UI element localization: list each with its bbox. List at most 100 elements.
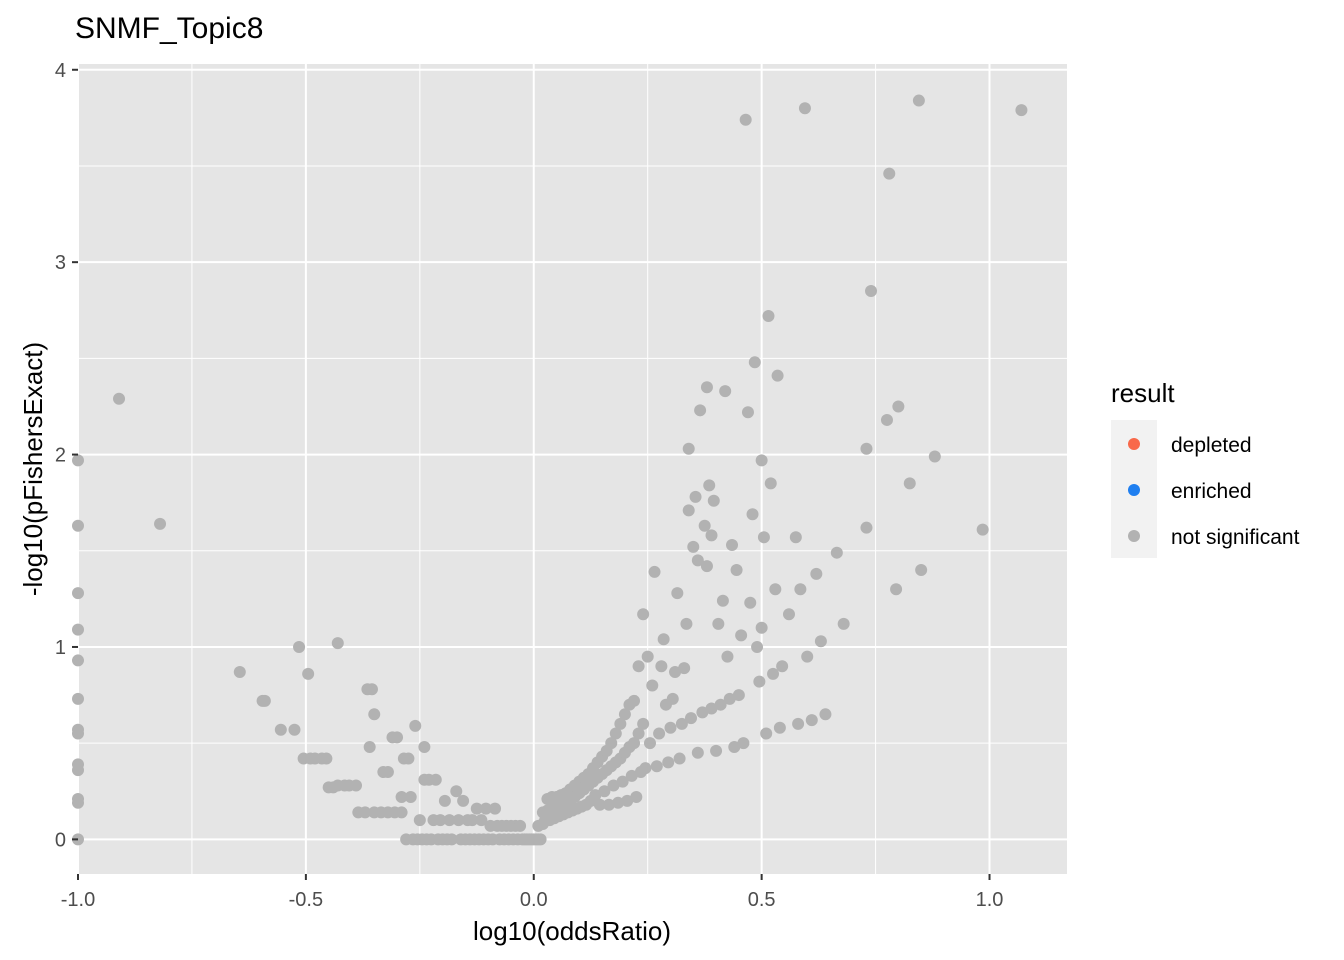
data-point [443,814,456,827]
data-point [691,554,704,567]
y-tick-label: 4 [55,60,66,82]
data-point [593,798,606,811]
data-point [707,494,720,507]
x-tick-label: 0.0 [520,889,548,911]
data-point [691,746,704,759]
data-point [769,583,782,596]
data-point [682,504,695,517]
data-point [320,752,333,765]
legend: result depleted enriched not significant [1111,378,1300,558]
data-point [705,529,718,542]
data-point [154,517,167,530]
y-tick-label: 0 [55,829,66,851]
y-tick-label: 1 [55,637,66,659]
data-point [976,523,989,536]
data-point [666,692,679,705]
data-point [72,796,84,809]
x-tick-label: 0.5 [748,889,776,911]
data-point [470,802,483,815]
data-point [602,798,615,811]
data-point [395,806,408,819]
chart-title: SNMF_Topic8 [75,12,263,45]
data-point [395,791,408,804]
data-point [746,508,759,521]
data-point [628,737,641,750]
data-point [72,519,84,532]
data-point [682,442,695,455]
data-point [760,727,773,740]
data-point [703,479,716,492]
data-point [72,654,84,667]
data-point [675,717,688,730]
data-point [662,756,675,769]
data-points [72,94,1028,846]
data-point [671,587,684,600]
data-point [438,794,451,807]
data-point [753,675,766,688]
data-point [892,400,905,413]
data-point [782,608,795,621]
data-point [860,521,873,534]
data-point [359,806,372,819]
data-point [912,94,925,107]
data-point [764,477,777,490]
data-point [814,635,827,648]
data-point [274,723,287,736]
legend-key-depleted [1128,438,1140,450]
data-point [350,779,363,792]
data-point [402,752,415,765]
data-point [616,775,629,788]
data-point [728,741,741,754]
y-axis: 0 1 2 3 4 [55,60,78,851]
data-point [721,650,734,663]
data-point [915,564,928,577]
data-point [694,404,707,417]
data-point [700,560,713,573]
minor-gridlines [78,64,1067,874]
major-gridlines [77,64,1067,874]
data-point [890,583,903,596]
data-point [762,310,775,323]
data-point [732,689,745,702]
data-point [641,650,654,663]
data-point [404,791,417,804]
data-point [789,531,802,544]
data-point [365,683,378,696]
data-point [737,737,750,750]
data-point [489,802,502,815]
x-axis-title: log10(oddsRatio) [473,916,671,946]
data-point [452,814,465,827]
data-point [680,617,693,630]
data-point [609,727,622,740]
data-point [429,773,442,786]
data-point [632,727,645,740]
legend-key-not-significant [1128,530,1140,542]
data-point [755,621,768,634]
data-point [771,369,784,382]
data-point [72,587,84,600]
data-point [716,594,729,607]
data-point [710,744,723,757]
y-axis-title: -log10(pFishersExact) [18,342,48,596]
data-point [589,789,602,802]
data-point [723,692,736,705]
data-point [418,741,431,754]
data-point [748,356,761,369]
data-point [72,692,84,705]
data-point [700,381,713,394]
legend-label: depleted [1171,434,1252,457]
y-tick-label: 3 [55,252,66,274]
legend-title: result [1111,378,1175,408]
data-point [72,623,84,636]
data-point [698,519,711,532]
data-point [678,662,691,675]
data-point [368,708,381,721]
data-point [72,764,84,777]
data-point [409,719,422,732]
x-axis: -1.0 -0.5 0.0 0.5 1.0 [61,874,1003,911]
data-point [534,833,547,846]
data-point [363,741,376,754]
data-point [744,596,757,609]
data-point [605,737,618,750]
data-point [687,540,700,553]
